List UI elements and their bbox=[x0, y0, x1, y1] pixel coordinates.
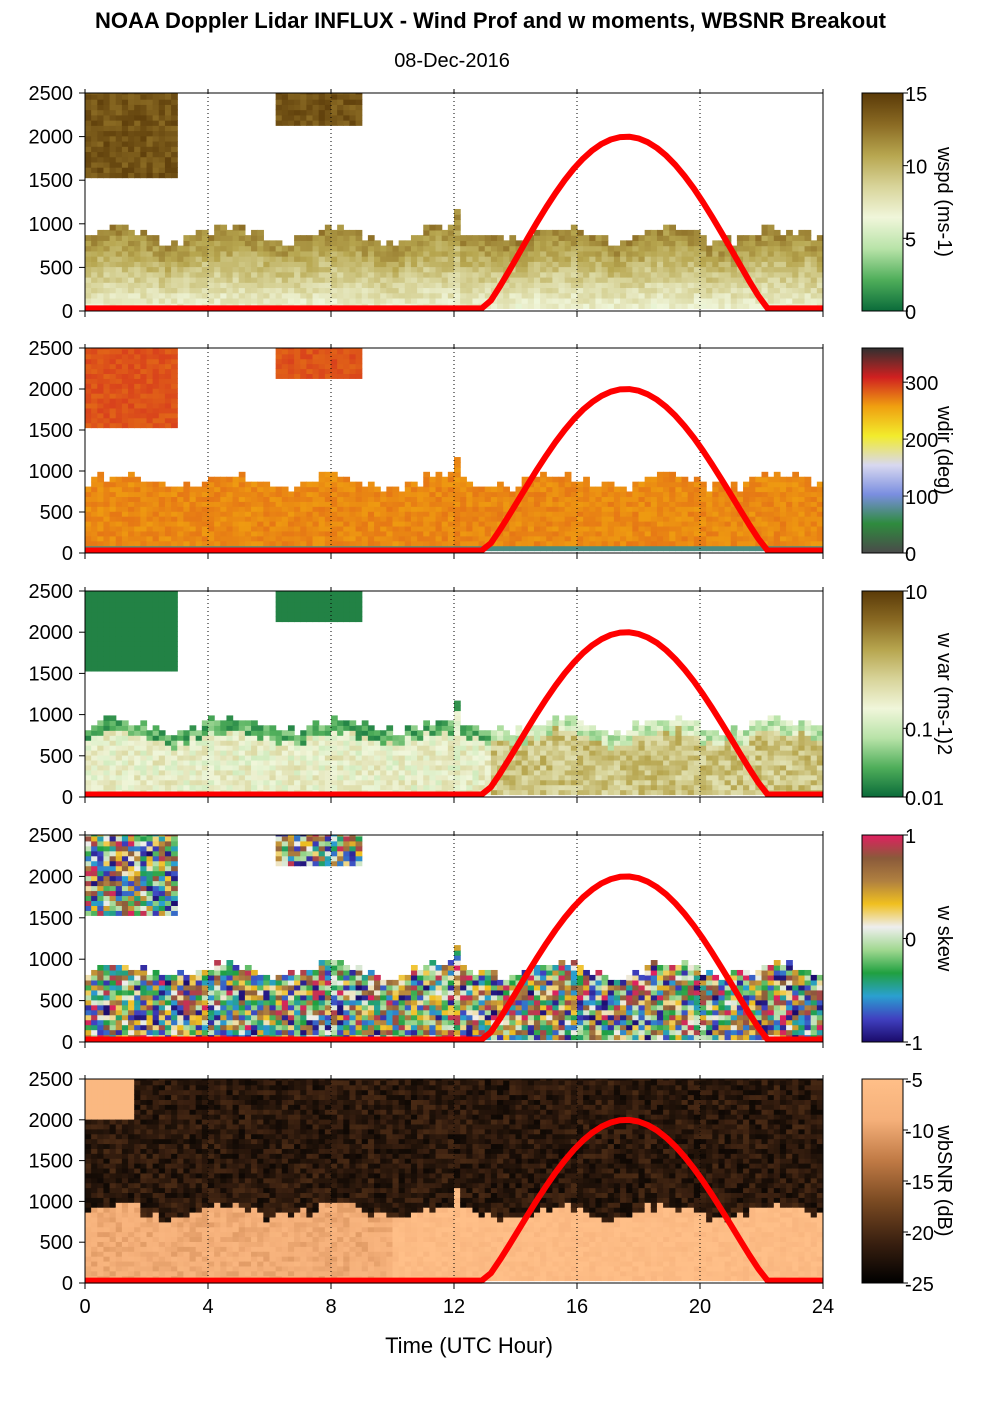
panel-wbSNR: 0 500 1000 1500 2000 2500 0 4 8 12 16 20 24 Time (UTC… bbox=[29, 1069, 956, 1358]
y-tick-label: 1500 bbox=[29, 170, 74, 192]
x-tick-label: 0 bbox=[79, 1296, 90, 1318]
colorbar-tick-label: 10 bbox=[905, 157, 927, 179]
y-tick-label: 2500 bbox=[29, 1069, 74, 1091]
y-tick-label: 1500 bbox=[29, 420, 74, 442]
x-tick-label: 8 bbox=[325, 1296, 336, 1318]
colorbar-tick-label: 5 bbox=[905, 229, 916, 251]
y-tick-label: 500 bbox=[40, 1232, 73, 1254]
colorbar-tick-label: 0 bbox=[905, 302, 916, 324]
y-tick-label: 0 bbox=[62, 787, 73, 809]
y-tick-label: 0 bbox=[62, 301, 73, 323]
y-tick-label: 500 bbox=[40, 991, 73, 1013]
y-tick-label: 1000 bbox=[29, 214, 74, 236]
y-tick-label: 2000 bbox=[29, 622, 74, 644]
colorbar: 0.01 0.1 10 w var (ms-1)2 bbox=[861, 582, 955, 810]
colorbar-label: wbSNR (dB) bbox=[933, 1124, 955, 1236]
y-tick-label: 1500 bbox=[29, 1151, 74, 1173]
x-tick-label: 4 bbox=[202, 1296, 213, 1318]
heatmap-field bbox=[85, 1079, 823, 1283]
colorbar-label: w skew bbox=[933, 905, 955, 972]
x-axis-label: Time (UTC Hour) bbox=[385, 1333, 553, 1358]
colorbar-tick-label: 0.1 bbox=[905, 719, 933, 741]
x-tick-label: 16 bbox=[566, 1296, 588, 1318]
colorbar: -25 -20 -15 -10 -5 wbSNR (dB) bbox=[861, 1070, 955, 1296]
heatmap-field bbox=[85, 835, 823, 1042]
colorbar-tick-label: 1 bbox=[905, 826, 916, 848]
colorbar-tick-label: -5 bbox=[905, 1070, 923, 1092]
colorbar-tick-label: -1 bbox=[905, 1033, 923, 1055]
y-tick-label: 1000 bbox=[29, 949, 74, 971]
colorbar-tick-label: -20 bbox=[905, 1223, 934, 1245]
y-tick-label: 2000 bbox=[29, 866, 74, 888]
solar-elevation-line bbox=[85, 629, 823, 798]
y-tick-label: 2500 bbox=[29, 825, 74, 847]
colorbar-label: wdir (deg) bbox=[933, 405, 955, 495]
y-tick-label: 1500 bbox=[29, 663, 74, 685]
y-tick-label: 500 bbox=[40, 502, 73, 524]
colorbar-tick-label: 100 bbox=[905, 487, 938, 509]
colorbar-tick-label: 200 bbox=[905, 430, 938, 452]
colorbar: 0 5 10 15 wspd (ms-1) bbox=[861, 84, 955, 324]
y-tick-label: 0 bbox=[62, 543, 73, 565]
x-tick-label: 12 bbox=[443, 1296, 465, 1318]
y-tick-label: 2500 bbox=[29, 581, 74, 603]
date-subtitle: 08-Dec-2016 bbox=[394, 50, 510, 72]
y-tick-label: 2500 bbox=[29, 83, 74, 105]
panel-w-var: 0 500 1000 1500 2000 2500 0.01 0.1 10 w var (ms-1… bbox=[29, 581, 956, 810]
colorbar-tick-label: 0.01 bbox=[905, 788, 944, 810]
colorbar-label: w var (ms-1)2 bbox=[933, 632, 955, 755]
x-tick-label: 20 bbox=[689, 1296, 711, 1318]
x-tick-label: 24 bbox=[812, 1296, 834, 1318]
solar-elevation-line bbox=[85, 1116, 823, 1284]
colorbar-tick-label: 15 bbox=[905, 84, 927, 106]
y-tick-label: 0 bbox=[62, 1032, 73, 1054]
colorbar-tick-label: -10 bbox=[905, 1121, 934, 1143]
solar-elevation-line bbox=[85, 133, 823, 312]
y-tick-label: 500 bbox=[40, 257, 73, 279]
y-tick-label: 1000 bbox=[29, 461, 74, 483]
page-title: NOAA Doppler Lidar INFLUX - Wind Prof an… bbox=[94, 8, 886, 33]
y-tick-label: 1000 bbox=[29, 705, 74, 727]
y-tick-label: 2000 bbox=[29, 1110, 74, 1132]
y-tick-label: 2000 bbox=[29, 379, 74, 401]
colorbar-tick-label: 0 bbox=[905, 544, 916, 566]
y-tick-label: 1000 bbox=[29, 1191, 74, 1213]
panel-wspd: 0 500 1000 1500 2000 2500 0 5 10 15 wspd (ms-1) bbox=[29, 83, 956, 324]
y-tick-label: 2000 bbox=[29, 127, 74, 149]
colorbar-tick-label: -15 bbox=[905, 1172, 934, 1194]
colorbar-tick-label: 0 bbox=[905, 930, 916, 952]
y-tick-label: 1500 bbox=[29, 908, 74, 930]
colorbar-label: wspd (ms-1) bbox=[933, 146, 955, 257]
y-tick-label: 0 bbox=[62, 1273, 73, 1295]
solar-elevation-line bbox=[85, 386, 823, 554]
colorbar-tick-label: 10 bbox=[905, 582, 927, 604]
colorbar: 0 100 200 300 wdir (deg) bbox=[861, 347, 955, 566]
heatmap-field bbox=[85, 591, 823, 797]
panel-w-skew: 0 500 1000 1500 2000 2500 -1 0 1 w skew bbox=[29, 825, 956, 1055]
colorbar-tick-label: 300 bbox=[905, 373, 938, 395]
y-tick-label: 2500 bbox=[29, 338, 74, 360]
colorbar-tick-label: -25 bbox=[905, 1274, 934, 1296]
y-tick-label: 500 bbox=[40, 746, 73, 768]
solar-elevation-line bbox=[85, 873, 823, 1043]
panel-wdir: 0 500 1000 1500 2000 2500 0 100 200 300 wdir (deg) bbox=[29, 338, 956, 566]
colorbar: -1 0 1 w skew bbox=[861, 826, 955, 1055]
